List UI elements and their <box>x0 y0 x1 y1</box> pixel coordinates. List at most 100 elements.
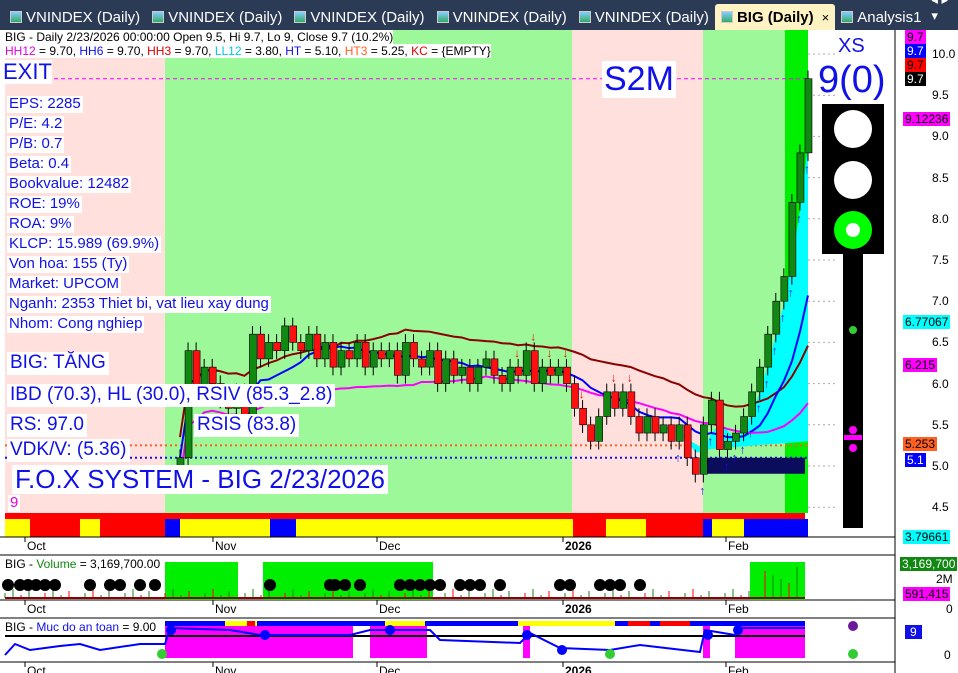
candle <box>450 358 459 376</box>
candle <box>611 391 620 409</box>
price-chart[interactable]: ↓↓↓ ↓↓↓ ↓↑↑↑↑↑↑↑↑↑↑↑↑↑↑Oct Nov Dec 2026 FebOct… <box>0 30 958 673</box>
buy-arrow-icon: ↑ <box>675 451 681 465</box>
candle <box>691 457 700 475</box>
xs-value: 9(0) <box>818 59 886 101</box>
month-label: Oct <box>27 664 46 673</box>
tab-0[interactable]: VNINDEX (Daily) <box>4 4 146 30</box>
tab-1[interactable]: VNINDEX (Daily) <box>146 4 288 30</box>
trend-strip <box>430 519 573 537</box>
volume-dot <box>594 579 606 591</box>
volume-dot <box>104 579 116 591</box>
safety-zone <box>735 626 805 658</box>
volume-dot <box>414 579 426 591</box>
safety-strip <box>165 621 805 626</box>
month-label: Feb <box>728 664 749 673</box>
buy-arrow-icon: ↑ <box>788 286 794 300</box>
volume-dot <box>564 579 576 591</box>
chart-header-ohlc: BIG - Daily 2/23/2026 00:00:00 Open 9.5,… <box>5 30 394 44</box>
price-marker: 9.12236 <box>903 112 951 126</box>
price-marker: 5.253 <box>903 437 938 451</box>
volume-dot <box>39 579 51 591</box>
tab-label: VNINDEX (Daily) <box>594 8 709 26</box>
volume-dot <box>114 579 126 591</box>
candle <box>337 350 346 368</box>
tab-5[interactable]: BIG (Daily) × <box>714 4 836 30</box>
tab-label: Analysis1 <box>857 8 922 26</box>
candle <box>659 424 668 434</box>
tab-scroll-buttons[interactable]: ◂ ▸ ▾ <box>931 0 948 23</box>
chart-header-levels: HH12 = 9.70, HH6 = 9.70, HH3 = 9.70, LL1… <box>5 44 491 58</box>
buy-arrow-icon: ↑ <box>723 459 729 473</box>
price-tick: 5.0 <box>932 459 949 473</box>
trend-strip <box>80 519 100 537</box>
candle <box>619 391 628 409</box>
candle <box>579 408 587 426</box>
safety-strip <box>518 621 615 626</box>
chart-icon <box>436 11 449 23</box>
buy-arrow-icon: ↑ <box>804 162 810 176</box>
safety-dot <box>166 625 176 635</box>
volume-dot <box>604 579 616 591</box>
light-off <box>834 110 872 148</box>
safety-zone <box>703 626 710 658</box>
candle <box>732 432 740 442</box>
volume-zone <box>165 562 238 600</box>
exit-signal: EXIT <box>3 59 52 85</box>
candle <box>514 366 523 376</box>
sell-arrow-icon: ↓ <box>611 371 617 385</box>
safety-dot <box>733 625 743 635</box>
tab-2[interactable]: VNINDEX (Daily) <box>288 4 430 30</box>
price-marker: 5.1 <box>905 453 926 467</box>
trend-strip <box>5 519 30 537</box>
count-label: 9 <box>8 494 21 512</box>
buy-arrow-icon: ↑ <box>732 451 738 465</box>
month-label: Oct <box>27 602 46 616</box>
ibd-status: IBD (70.3), HL (30.0), RSIV (85.3_2.8) <box>7 384 336 407</box>
safety-dot <box>522 630 532 640</box>
candle <box>369 350 378 368</box>
trend-status: BIG: TĂNG <box>7 352 109 375</box>
price-tick: 7.5 <box>932 253 949 267</box>
candle <box>756 366 764 393</box>
candle <box>386 350 394 360</box>
candle <box>716 399 724 450</box>
tab-label: VNINDEX (Daily) <box>310 8 425 26</box>
fundamental-item: P/B: 0.7 <box>7 135 65 153</box>
close-tab-icon[interactable]: × <box>821 9 830 25</box>
month-label: Feb <box>728 602 749 616</box>
month-label: 2026 <box>565 664 592 673</box>
volume-dot <box>554 579 566 591</box>
safety-dot <box>703 630 713 640</box>
candle <box>377 350 386 360</box>
month-label: Dec <box>379 664 400 673</box>
tab-3[interactable]: VNINDEX (Daily) <box>431 4 573 30</box>
candle <box>530 350 539 384</box>
candle <box>345 350 354 360</box>
tab-4[interactable]: VNINDEX (Daily) <box>573 4 715 30</box>
buy-arrow-icon: ↑ <box>699 483 705 497</box>
safety-strip <box>628 621 650 626</box>
price-tick: 8.5 <box>932 171 949 185</box>
fundamental-item: Bookvalue: 12482 <box>7 175 132 193</box>
volume-dot <box>84 579 96 591</box>
cyan-band <box>663 144 808 453</box>
candle <box>482 358 491 368</box>
rs-value: RS: 97.0 <box>7 414 87 437</box>
candle <box>522 350 531 376</box>
support-box <box>705 457 805 474</box>
price-marker: 3.79661 <box>903 530 951 544</box>
volume-dot <box>339 579 351 591</box>
safety-dot <box>557 645 567 655</box>
tab-6[interactable]: Analysis1 <box>835 4 927 30</box>
fundamental-item: Beta: 0.4 <box>7 155 72 173</box>
volume-tick: 2M <box>936 572 953 586</box>
candle <box>498 375 507 384</box>
month-label: 2026 <box>565 539 592 553</box>
price-marker: 6.77067 <box>903 315 951 329</box>
candle <box>667 424 676 442</box>
safety-dot <box>605 649 615 659</box>
candle <box>635 416 644 434</box>
light-off <box>834 161 872 199</box>
candle <box>321 342 330 360</box>
trend-strip <box>606 519 646 537</box>
